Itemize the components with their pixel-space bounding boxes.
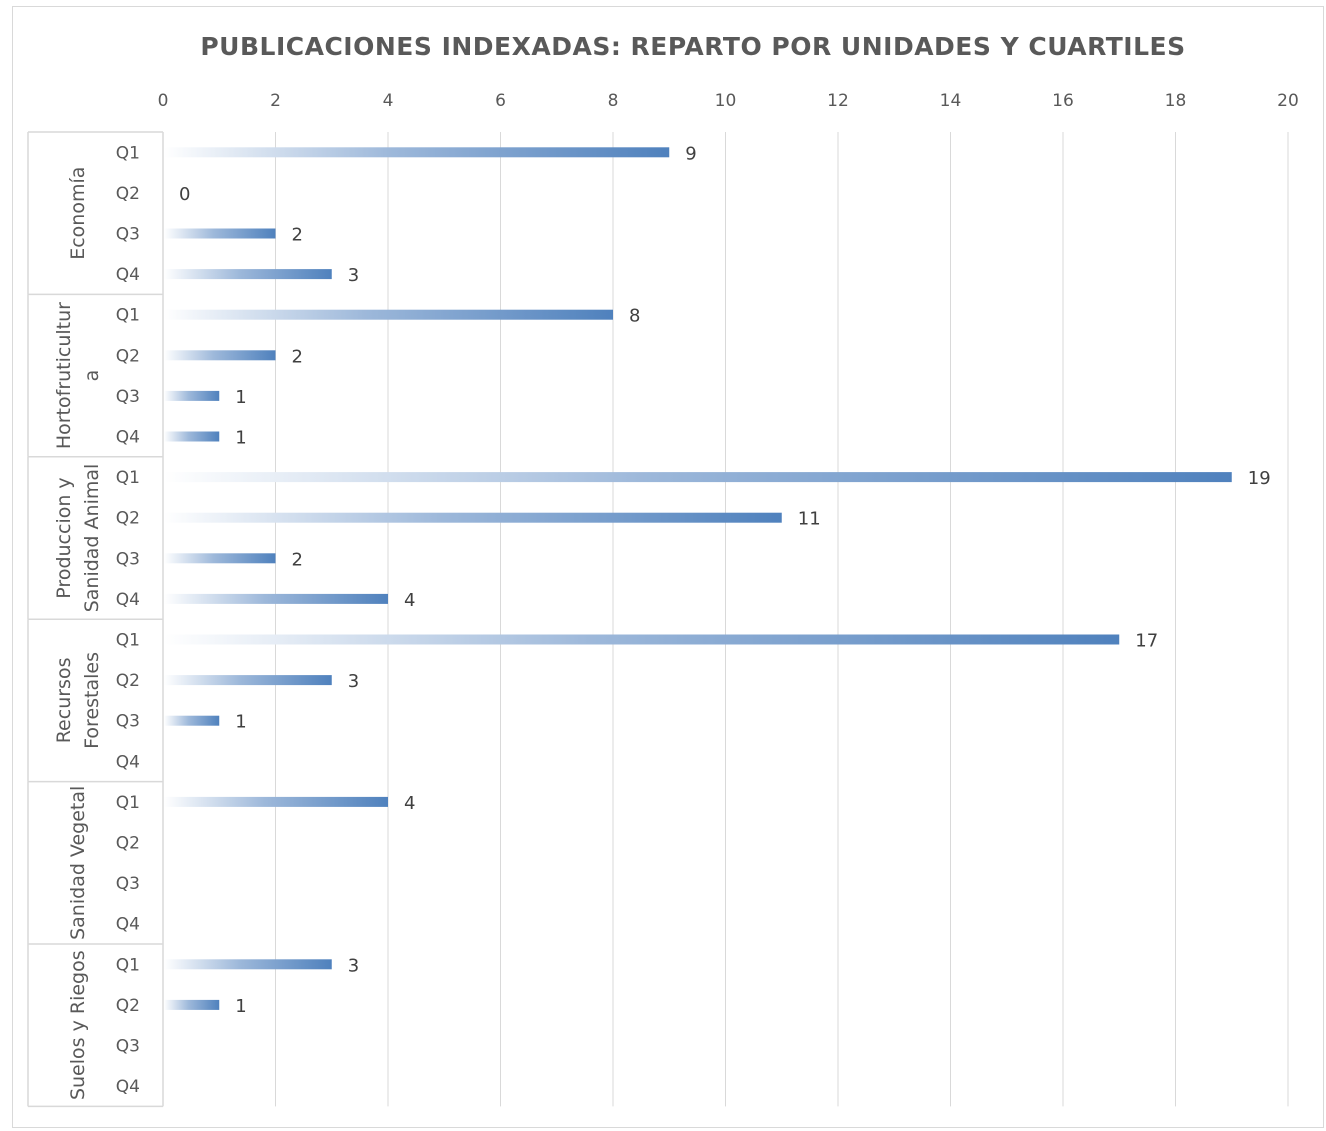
bar bbox=[164, 553, 276, 564]
data-label: 17 bbox=[1135, 631, 1158, 652]
data-label: 19 bbox=[1248, 468, 1271, 489]
bar bbox=[164, 350, 276, 361]
category-label-q2: Q2 bbox=[116, 509, 140, 529]
category-label-q3: Q3 bbox=[116, 225, 140, 245]
data-label: 3 bbox=[348, 671, 359, 692]
group-label: Hortofruticultur bbox=[53, 302, 75, 449]
category-label-q4: Q4 bbox=[116, 590, 140, 610]
chart-frame bbox=[12, 6, 1324, 1128]
x-tick-label-16: 16 bbox=[1052, 91, 1074, 111]
category-label-q1: Q1 bbox=[116, 143, 140, 163]
group-label: Sanidad Animal bbox=[81, 464, 103, 613]
group-label: Sanidad Vegetal bbox=[67, 786, 89, 940]
category-axis bbox=[27, 131, 164, 1108]
category-label-q1: Q1 bbox=[116, 793, 140, 813]
bar bbox=[164, 472, 1232, 483]
category-label-q2: Q2 bbox=[116, 671, 140, 691]
data-label: 1 bbox=[235, 428, 246, 449]
data-label: 1 bbox=[235, 996, 246, 1017]
bar bbox=[164, 959, 332, 970]
category-label-q4: Q4 bbox=[116, 428, 140, 448]
category-label-q4: Q4 bbox=[116, 915, 140, 935]
data-label: 8 bbox=[629, 306, 640, 327]
data-label: 3 bbox=[348, 955, 359, 976]
group-label: Suelos y Riegos bbox=[67, 950, 89, 1100]
x-tick-label-10: 10 bbox=[715, 91, 737, 111]
category-label-q2: Q2 bbox=[116, 996, 140, 1016]
data-label: 2 bbox=[292, 549, 303, 570]
x-tick-label-6: 6 bbox=[495, 91, 506, 111]
category-label-q1: Q1 bbox=[116, 955, 140, 975]
x-tick-label-14: 14 bbox=[940, 91, 962, 111]
bar bbox=[164, 228, 276, 239]
bar bbox=[164, 431, 220, 442]
bar bbox=[164, 147, 670, 158]
category-label-q3: Q3 bbox=[116, 1037, 140, 1057]
data-label: 4 bbox=[404, 590, 415, 611]
x-tick-label-4: 4 bbox=[383, 91, 394, 111]
group-label: a bbox=[81, 370, 103, 382]
group-label: Recursos bbox=[53, 658, 75, 744]
bar bbox=[164, 512, 782, 523]
category-label-q4: Q4 bbox=[116, 1077, 140, 1097]
bar bbox=[164, 309, 613, 320]
x-tick-label-2: 2 bbox=[270, 91, 281, 111]
group-label: Forestales bbox=[81, 652, 103, 749]
data-label: 4 bbox=[404, 793, 415, 814]
x-axis-ticks: 0 2 4 6 8 10 12 14 16 18 20 bbox=[158, 91, 1299, 111]
category-label-q1: Q1 bbox=[116, 306, 140, 326]
data-label: 1 bbox=[235, 387, 246, 408]
data-label: 11 bbox=[798, 509, 821, 530]
data-label: 3 bbox=[348, 265, 359, 286]
data-label: 0 bbox=[179, 184, 190, 205]
bar bbox=[164, 634, 1120, 645]
x-tick-label-8: 8 bbox=[608, 91, 619, 111]
category-label-q4: Q4 bbox=[116, 752, 140, 772]
chart-title: PUBLICACIONES INDEXADAS: REPARTO POR UNI… bbox=[200, 32, 1186, 61]
x-tick-label-20: 20 bbox=[1277, 91, 1299, 111]
data-label: 2 bbox=[292, 225, 303, 246]
category-label-q3: Q3 bbox=[116, 712, 140, 732]
category-label-q1: Q1 bbox=[116, 468, 140, 488]
category-label-q4: Q4 bbox=[116, 265, 140, 285]
bar bbox=[164, 593, 388, 604]
x-tick-label-18: 18 bbox=[1165, 91, 1187, 111]
category-label-q3: Q3 bbox=[116, 549, 140, 569]
category-label-q3: Q3 bbox=[116, 387, 140, 407]
category-label-q2: Q2 bbox=[116, 346, 140, 366]
category-labels: Q1 Q2 Q3 Q4 Q1 Q2 Q3 Q4 Q1 Q2 Q3 Q4 Q1 Q2 Q3 Q4 Q1 Q2 Q3 Q4… bbox=[116, 143, 140, 1097]
group-labels: Economía Hortofruticultur a Produccion y San… bbox=[53, 167, 103, 1100]
data-label: 1 bbox=[235, 712, 246, 733]
category-label-q2: Q2 bbox=[116, 184, 140, 204]
data-label: 9 bbox=[685, 143, 696, 164]
bar bbox=[164, 796, 388, 807]
category-label-q3: Q3 bbox=[116, 874, 140, 894]
bar bbox=[164, 999, 220, 1010]
category-label-q1: Q1 bbox=[116, 631, 140, 651]
bar bbox=[164, 675, 332, 686]
gridlines bbox=[275, 132, 1289, 1107]
group-label: Produccion y bbox=[53, 477, 75, 598]
bar bbox=[164, 390, 220, 401]
bars bbox=[164, 147, 1232, 1010]
x-tick-label-0: 0 bbox=[158, 91, 169, 111]
x-tick-label-12: 12 bbox=[827, 91, 849, 111]
data-label: 2 bbox=[292, 346, 303, 367]
bar bbox=[164, 715, 220, 726]
group-label: Economía bbox=[67, 167, 89, 260]
bar bbox=[164, 269, 332, 280]
category-label-q2: Q2 bbox=[116, 834, 140, 854]
